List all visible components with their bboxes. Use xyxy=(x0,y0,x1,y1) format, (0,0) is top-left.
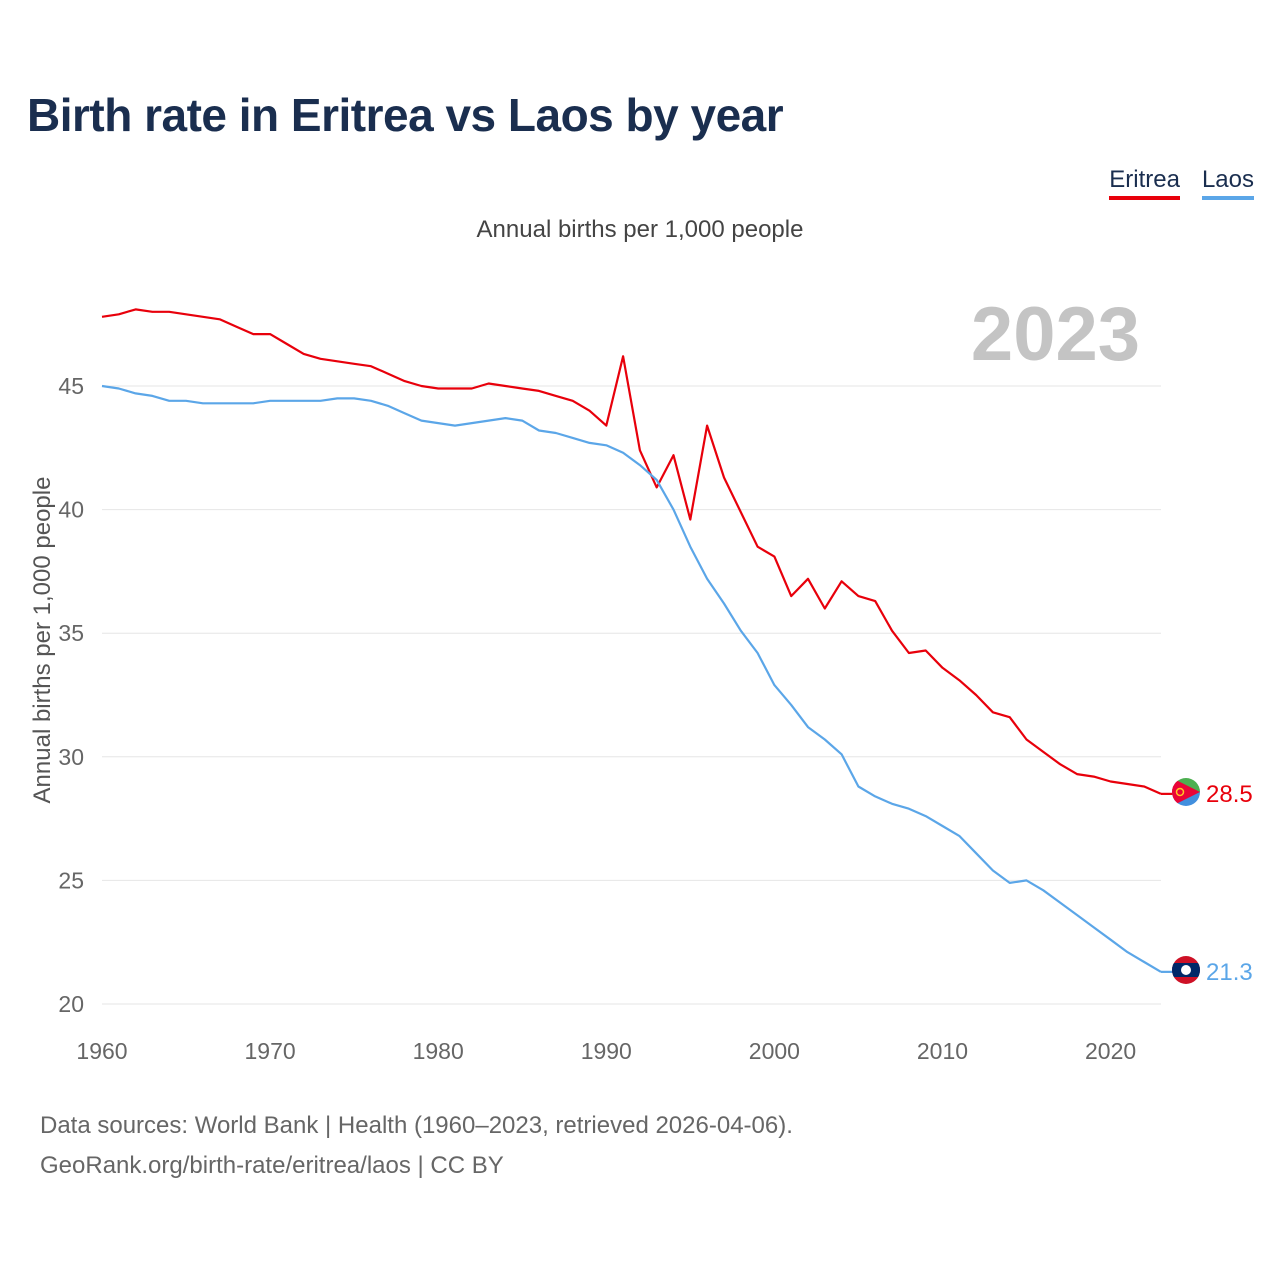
x-tick-label-2000: 2000 xyxy=(749,1038,800,1064)
y-tick-label-40: 40 xyxy=(58,497,84,523)
gridlines xyxy=(102,385,1161,1005)
series-line-laos xyxy=(101,384,1162,973)
y-tick-label-35: 35 xyxy=(58,620,84,646)
y-tick-label-25: 25 xyxy=(58,867,84,893)
x-tick-label-2010: 2010 xyxy=(917,1038,968,1064)
attribution: GeoRank.org/birth-rate/eritrea/laos | CC… xyxy=(40,1152,504,1179)
x-axis-ticks: 1960 1970 1980 1990 2000 2010 2020 xyxy=(76,1038,1136,1064)
y-axis-label: Annual births per 1,000 people xyxy=(29,477,56,804)
x-tick-label-1990: 1990 xyxy=(581,1038,632,1064)
x-tick-label-1960: 1960 xyxy=(76,1038,127,1064)
series-lines xyxy=(101,308,1176,973)
legend-item-laos[interactable]: Laos xyxy=(1201,166,1254,200)
end-label-eritrea: 28.5 xyxy=(1206,781,1253,808)
x-tick-label-1980: 1980 xyxy=(413,1038,464,1064)
x-tick-label-2020: 2020 xyxy=(1085,1038,1136,1064)
series-line-eritrea xyxy=(101,308,1162,795)
chart-title: Birth rate in Eritrea vs Laos by year xyxy=(27,89,784,141)
y-axis-ticks: 20 25 30 35 40 45 xyxy=(58,373,84,1017)
source-note: Data sources: World Bank | Health (1960–… xyxy=(40,1112,793,1139)
eritrea-flag-icon xyxy=(1172,778,1200,806)
end-label-laos: 21.3 xyxy=(1206,959,1253,986)
chart-subtitle: Annual births per 1,000 people xyxy=(476,216,804,243)
y-tick-label-30: 30 xyxy=(58,744,84,770)
legend-item-eritrea[interactable]: Eritrea xyxy=(1109,166,1180,200)
laos-flag-icon xyxy=(1172,956,1200,984)
year-watermark: 2023 xyxy=(971,292,1140,377)
legend: Eritrea Laos xyxy=(1109,166,1254,200)
y-tick-label-45: 45 xyxy=(58,373,84,399)
end-labels: 28.5 21.3 xyxy=(1206,781,1253,986)
footer: Data sources: World Bank | Health (1960–… xyxy=(40,1106,793,1186)
x-tick-label-1970: 1970 xyxy=(245,1038,296,1064)
y-tick-label-20: 20 xyxy=(58,991,84,1017)
